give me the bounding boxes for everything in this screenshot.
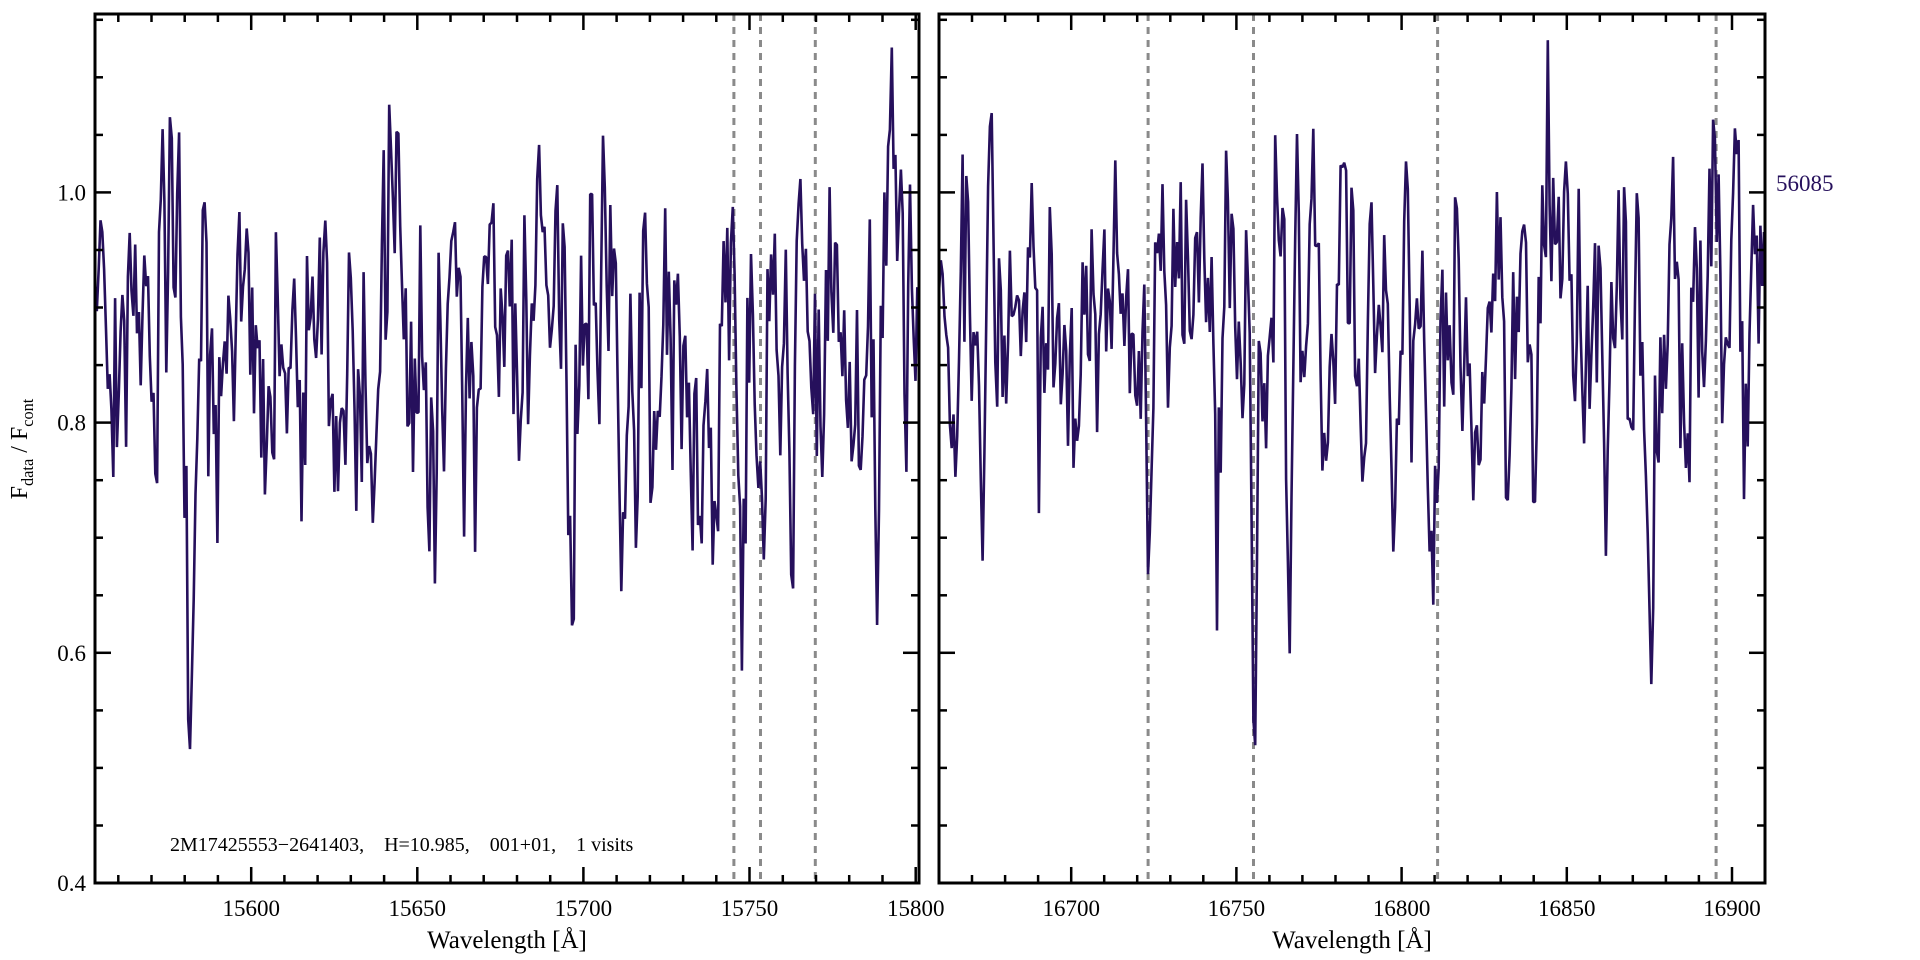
mjd-label: 56085 — [1776, 171, 1834, 196]
y-axis-title-sub2: cont — [17, 398, 37, 427]
y-tick-label: 0.8 — [57, 411, 86, 436]
panel-frame — [937, 12, 1767, 885]
y-tick-label: 0.6 — [57, 641, 86, 666]
target-annotation: 2M17425553−2641403, H=10.985, 001+01, 1 … — [170, 834, 634, 856]
panel-frame — [93, 12, 921, 885]
x-tick-label: 16900 — [1703, 896, 1761, 921]
y-tick-label: 0.4 — [57, 871, 86, 896]
x-tick-label: 15750 — [721, 896, 779, 921]
y-axis-title-sep: / — [7, 440, 33, 459]
spectrum-line — [937, 40, 1766, 746]
y-axis-title-f2: F — [7, 426, 33, 441]
x-tick-label: 16800 — [1373, 896, 1431, 921]
y-tick-label: 1.0 — [57, 180, 86, 205]
x-tick-label: 15800 — [887, 896, 945, 921]
x-tick-label: 16850 — [1538, 896, 1596, 921]
x-tick-label: 15650 — [389, 896, 447, 921]
y-axis-title-f1: F — [7, 485, 33, 500]
y-axis-title: Fdata / Fcont — [7, 317, 37, 581]
x-tick-label: 16750 — [1208, 896, 1266, 921]
x-axis-title-left: Wavelength [Å] — [427, 927, 587, 954]
x-tick-label: 15700 — [555, 896, 613, 921]
x-tick-label: 15600 — [222, 896, 280, 921]
x-axis-title-right: Wavelength [Å] — [1272, 927, 1432, 954]
x-tick-label: 16700 — [1042, 896, 1100, 921]
spectrum-line — [93, 47, 919, 750]
y-axis-title-sub1: data — [17, 458, 37, 486]
